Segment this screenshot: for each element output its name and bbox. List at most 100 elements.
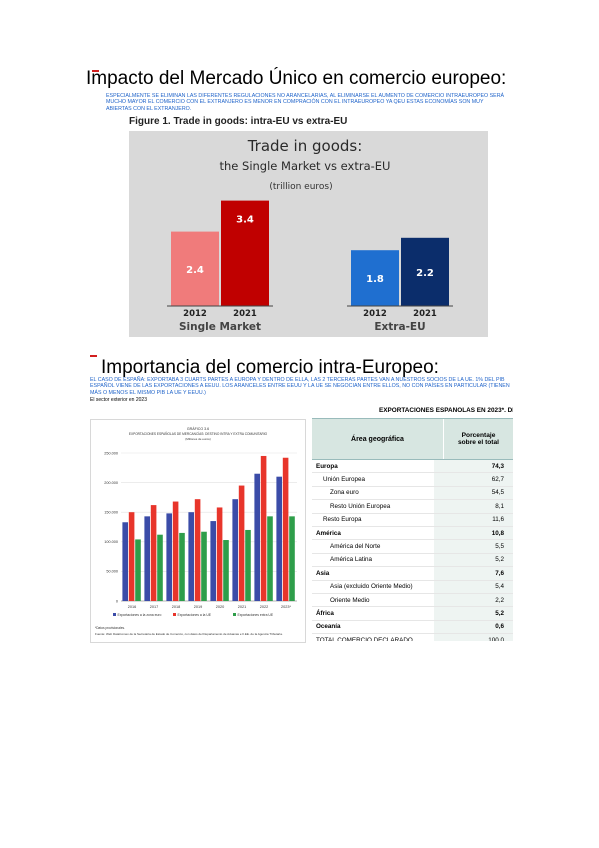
table-cell-area: Zona euro	[312, 486, 434, 501]
figure2-bar	[282, 457, 289, 601]
figure2-bar	[254, 473, 260, 601]
table-cell-pct: 100,0	[434, 633, 513, 641]
table-row: Zona euro 54,5	[312, 486, 513, 501]
table-row: África 5,2	[312, 606, 513, 621]
figure1-unit: (trillion euros)	[269, 182, 332, 192]
area-label: Zona euro	[330, 489, 359, 497]
figure2-y-tick: 50.000	[106, 570, 118, 574]
figure2-bar	[210, 521, 216, 601]
table-row: Asia 7,6	[312, 566, 513, 581]
table-cell-area: Oriente Medio	[312, 593, 434, 608]
table-cell-pct: 0,6	[434, 620, 513, 635]
figure2-bar	[128, 512, 135, 601]
figure2-legend-label: Exportaciones a la UE	[178, 613, 212, 617]
figure2-legend-label: Exportaciones a la zona euro	[118, 613, 162, 617]
area-label: Resto Europa	[323, 516, 362, 524]
figure2-bar	[216, 507, 223, 601]
figure1-title: Trade in goods:	[247, 137, 363, 155]
figure1-svg: Trade in goods: the Single Market vs ext…	[167, 137, 453, 333]
figure2-bar	[289, 516, 295, 601]
figure2-bar	[245, 529, 251, 601]
table-row: Unión Europea 62,7	[312, 472, 513, 487]
figure1-bar	[351, 250, 399, 306]
table-cell-area: América	[312, 526, 434, 541]
figure1-subtitle: the Single Market vs extra-EU	[220, 159, 391, 173]
figure2-subtitle: EXPORTACIONES ESPAÑOLAS DE MERCANCÍAS: D…	[129, 431, 268, 436]
section1-title: Impacto del Mercado Único en comercio eu…	[86, 68, 507, 89]
section2-title: Importancia del comercio intra-Europeo:	[101, 357, 439, 378]
table-cell-pct: 10,8	[434, 526, 513, 541]
table-title: EXPORTACIONES ESPAÑOLAS EN 2023*. DESGLO…	[379, 407, 513, 414]
table-row: Oceanía 0,6	[312, 620, 513, 635]
table-cell-pct: 11,6	[434, 513, 513, 527]
figure2-legend-swatch	[233, 613, 236, 616]
table-row: América Latina 5,2	[312, 553, 513, 568]
red-mark	[90, 355, 97, 357]
figure2-chart: GRÁFICO 3.6 EXPORTACIONES ESPAÑOLAS DE M…	[90, 419, 306, 643]
figure2-bar	[194, 499, 201, 601]
figure1-year-label: 2021	[413, 309, 437, 319]
figure2-bar	[166, 513, 172, 601]
figure1-value-label: 1.8	[366, 274, 384, 285]
figure1-group-label: Extra-EU	[374, 321, 425, 333]
figure2-y-tick: 200.000	[104, 481, 118, 485]
figure2-y-tick: 250.000	[104, 451, 118, 455]
figure1-group-label: Single Market	[179, 321, 261, 333]
figure2-footnote: *Datos provisionales.	[95, 626, 125, 630]
figure2-bar	[122, 522, 128, 601]
table-cell-area: TOTAL COMERCIO DECLARADO	[312, 633, 434, 641]
figure2-bar	[267, 516, 273, 601]
exports-table-body: Europa 74,3 Unión Europea 62,7 Zona euro 54,5…	[312, 460, 513, 641]
table-cell-area: Europa	[312, 460, 434, 474]
figure1-bar	[401, 237, 449, 306]
table-cell-pct: 7,6	[434, 566, 513, 581]
figure2-x-tick: 2023*	[281, 605, 291, 609]
figure1-bar	[171, 231, 219, 306]
figure1-bar	[221, 200, 269, 306]
area-label: América	[316, 529, 341, 537]
area-label: Asia	[316, 569, 330, 577]
table-header: Área geográfica Porcentaje sobre el tota…	[312, 418, 513, 460]
table-cell-area: Unión Europea	[312, 472, 434, 487]
table-cell-pct: 5,2	[434, 553, 513, 568]
figure2-bar	[135, 539, 141, 601]
figure1-year-label: 2012	[183, 309, 207, 319]
area-label: Unión Europea	[323, 476, 366, 484]
figure2-x-tick: 2022	[260, 605, 268, 609]
table-header-area: Área geográfica	[351, 435, 404, 443]
table-cell-pct: 74,3	[434, 460, 513, 474]
figure2-svg: GRÁFICO 3.6 EXPORTACIONES ESPAÑOLAS DE M…	[95, 427, 297, 636]
area-label: Asia (excluido Oriente Medio)	[330, 583, 413, 591]
exports-table: Europa 74,3 Unión Europea 62,7 Zona euro 54,5…	[312, 460, 513, 641]
figure2-bar	[150, 505, 157, 601]
figure2-x-tick: 2020	[216, 605, 224, 609]
table-cell-area: Resto Europa	[312, 513, 434, 527]
figure2-x-tick: 2019	[194, 605, 202, 609]
table-row: Resto Europa 11,6	[312, 513, 513, 527]
table-cell-area: Oceanía	[312, 620, 434, 635]
figure2-unit: (Millones de euros)	[185, 437, 211, 441]
figure2-title: GRÁFICO 3.6	[187, 427, 209, 431]
section2-note: EL CASO DE ESPAÑA: EXPORTABA 3 CUARTS PA…	[90, 377, 510, 396]
area-label: África	[316, 609, 334, 617]
figure2-bar	[157, 534, 163, 601]
table-container: Área geográfica Porcentaje sobre el tota…	[312, 418, 513, 641]
figure2-y-tick: 100.000	[104, 540, 118, 544]
red-mark	[92, 70, 99, 72]
table-cell-pct: 62,7	[434, 472, 513, 487]
table-cell-area: Asia	[312, 566, 434, 581]
table-cell-pct: 5,2	[434, 606, 513, 621]
figure2-y-tick: 150.000	[104, 511, 118, 515]
table-cell-pct: 8,1	[434, 499, 513, 514]
figure1-value-label: 2.2	[416, 268, 434, 279]
figure2-legend-swatch	[113, 613, 116, 616]
figure2-bar	[260, 455, 267, 601]
table-cell-area: América Latina	[312, 553, 434, 568]
table-row: Oriente Medio 2,2	[312, 593, 513, 608]
area-label: Europa	[316, 462, 338, 470]
table-row: Europa 74,3	[312, 460, 513, 474]
table-cell-pct: 5,5	[434, 539, 513, 554]
area-label: América Latina	[330, 556, 372, 564]
figure1-chart: Trade in goods: the Single Market vs ext…	[129, 131, 488, 337]
figure1-value-label: 3.4	[236, 215, 254, 226]
